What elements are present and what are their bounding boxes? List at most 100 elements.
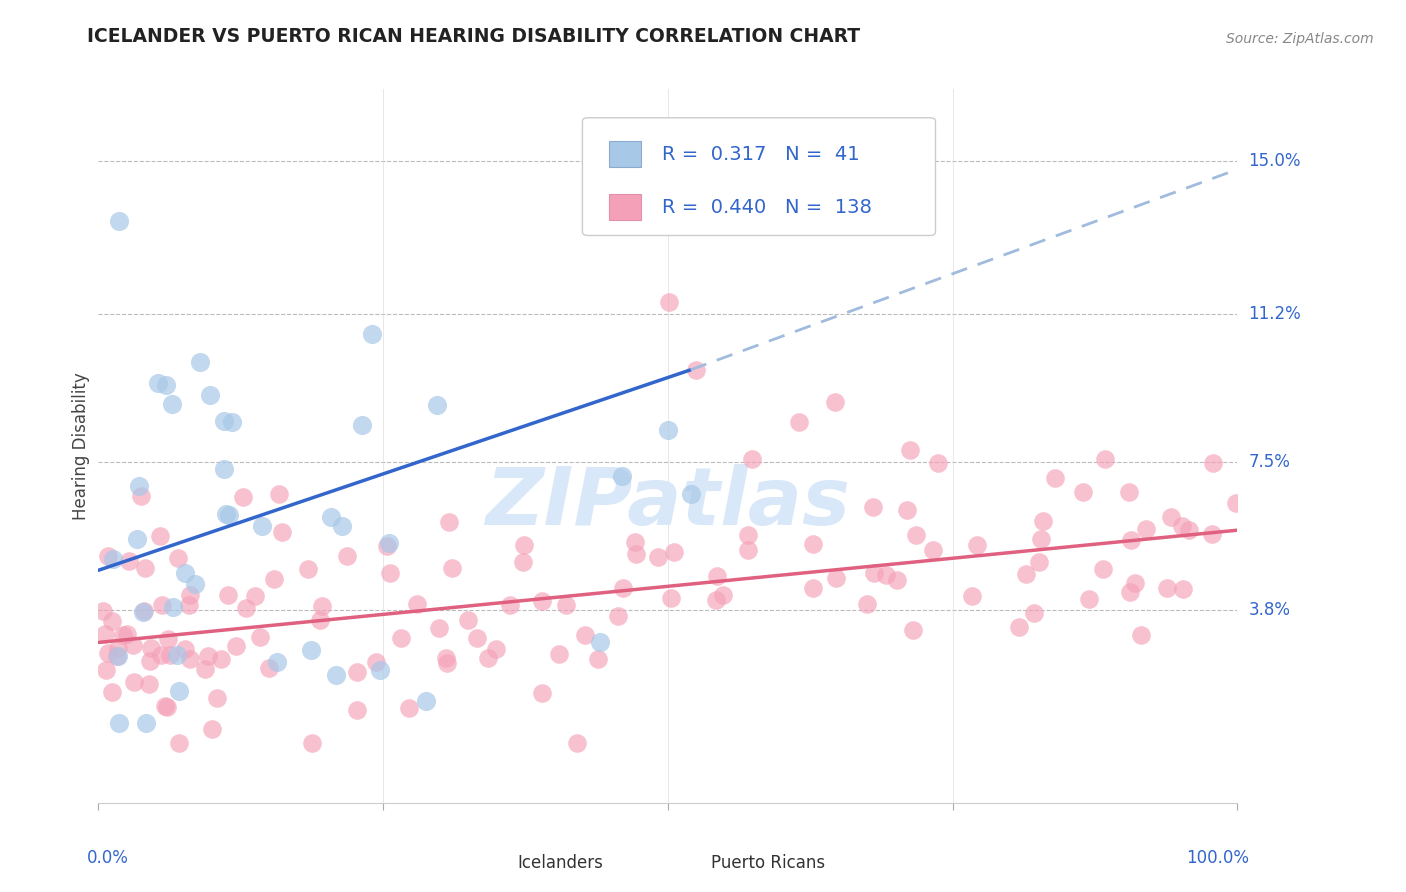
Point [200, 388, 222, 402]
Point [803, 581, 825, 595]
Point [107, 641, 129, 656]
Point [159, 648, 181, 662]
Point [108, 715, 131, 730]
Point [886, 573, 908, 587]
Text: 100.0%: 100.0% [1185, 849, 1249, 867]
Point [190, 355, 212, 369]
Point [1119, 533, 1142, 547]
Point [232, 491, 254, 505]
Point [824, 395, 846, 409]
Point [94, 627, 117, 641]
Point [194, 662, 217, 676]
Point [1201, 527, 1223, 541]
Point [243, 589, 266, 603]
Point [737, 527, 759, 541]
Point [1123, 576, 1146, 591]
Point [607, 609, 630, 624]
Point [513, 538, 536, 552]
Point [177, 598, 200, 612]
Point [548, 647, 571, 661]
Point [531, 686, 554, 700]
Point [711, 588, 734, 602]
Point [378, 536, 401, 550]
Point [1225, 496, 1247, 510]
Point [101, 614, 124, 628]
Point [201, 722, 224, 736]
Point [1156, 581, 1178, 595]
Point [1029, 532, 1052, 546]
Text: 15.0%: 15.0% [1249, 153, 1301, 170]
Point [299, 643, 322, 657]
Point [179, 588, 201, 602]
Point [1043, 471, 1066, 485]
Point [146, 376, 169, 390]
Point [1160, 510, 1182, 524]
FancyBboxPatch shape [474, 851, 510, 874]
Point [901, 623, 924, 637]
Point [624, 535, 647, 549]
Point [657, 424, 679, 438]
Point [218, 508, 240, 523]
Point [115, 627, 138, 641]
Text: Icelanders: Icelanders [517, 854, 603, 871]
Point [477, 651, 499, 665]
Point [706, 568, 728, 582]
Point [1118, 584, 1140, 599]
Point [896, 503, 918, 517]
Point [184, 576, 207, 591]
Point [297, 562, 319, 576]
Point [426, 398, 449, 412]
Point [346, 703, 368, 717]
Point [124, 675, 146, 690]
Point [138, 676, 160, 690]
Point [225, 639, 247, 653]
Point [212, 414, 235, 428]
Point [266, 656, 288, 670]
Point [118, 554, 141, 568]
Point [1071, 485, 1094, 500]
Point [685, 363, 707, 377]
Y-axis label: Hearing Disability: Hearing Disability [72, 372, 90, 520]
Point [1094, 451, 1116, 466]
Point [174, 566, 197, 580]
Point [922, 542, 945, 557]
Point [1015, 566, 1038, 581]
Point [153, 54, 176, 69]
Point [325, 667, 347, 681]
Text: ZIPatlas: ZIPatlas [485, 464, 851, 542]
Point [679, 487, 702, 501]
Point [436, 656, 458, 670]
Point [380, 566, 402, 580]
Point [107, 648, 129, 663]
Point [162, 599, 184, 614]
Point [101, 552, 124, 566]
Point [704, 592, 727, 607]
Point [657, 294, 679, 309]
Point [207, 690, 229, 705]
Point [406, 597, 429, 611]
Point [863, 566, 886, 580]
Point [134, 561, 156, 575]
Point [209, 652, 232, 666]
Point [1135, 522, 1157, 536]
Point [215, 507, 238, 521]
Point [366, 656, 388, 670]
Point [662, 545, 685, 559]
Point [156, 699, 179, 714]
Point [252, 518, 274, 533]
Point [375, 540, 398, 554]
FancyBboxPatch shape [668, 851, 704, 874]
Point [1024, 606, 1046, 620]
Point [588, 635, 610, 649]
Point [97, 646, 120, 660]
Point [1129, 627, 1152, 641]
FancyBboxPatch shape [609, 141, 641, 168]
Point [586, 651, 609, 665]
Point [301, 736, 323, 750]
Text: 0.0%: 0.0% [87, 849, 129, 867]
Point [121, 639, 143, 653]
Text: 11.2%: 11.2% [1249, 305, 1301, 323]
Point [789, 415, 811, 429]
Point [389, 632, 412, 646]
Point [167, 551, 190, 566]
